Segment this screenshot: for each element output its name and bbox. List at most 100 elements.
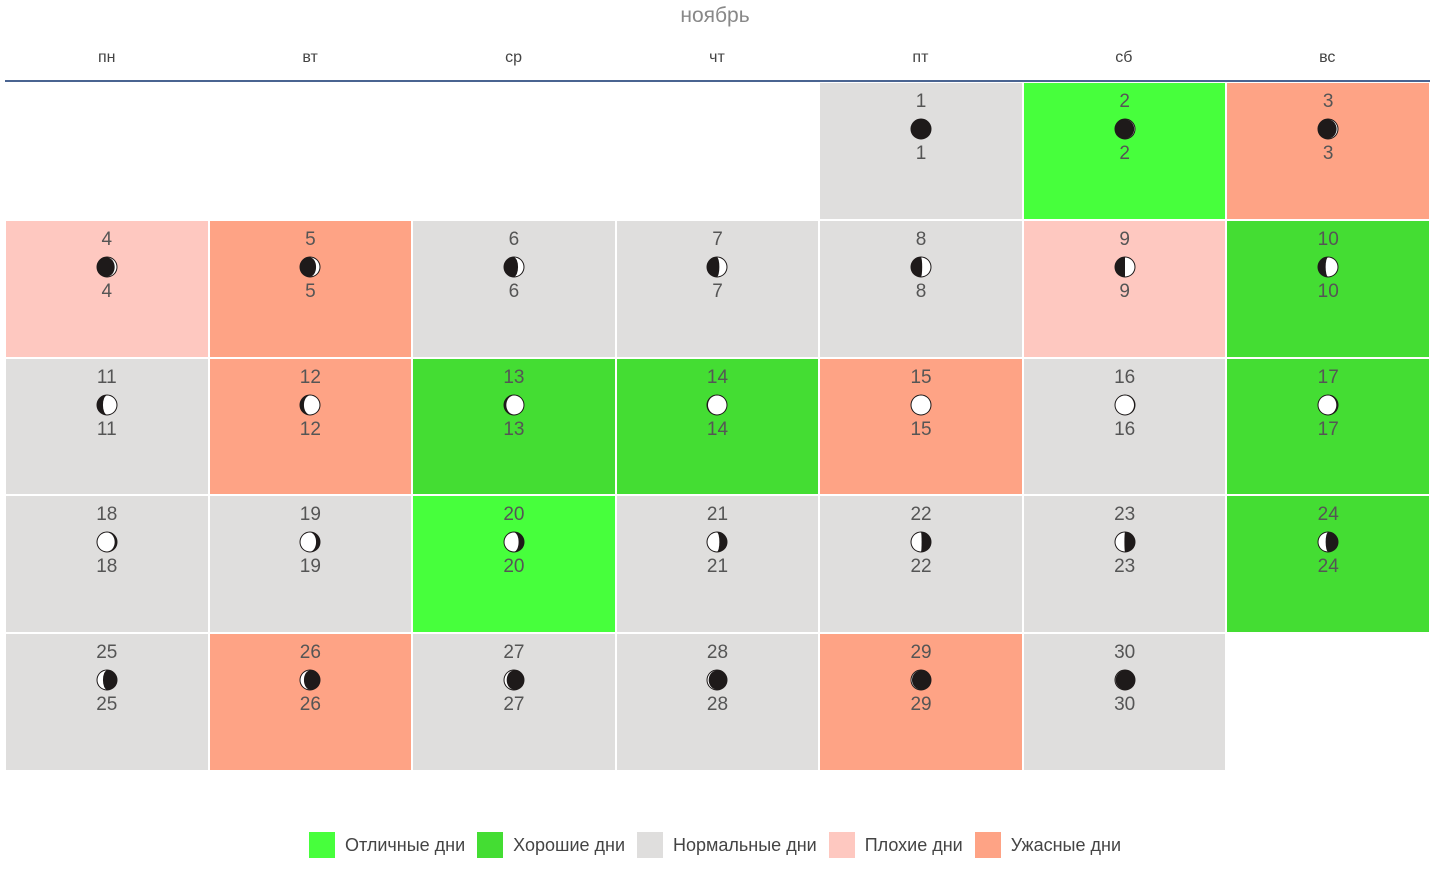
- day-cell-18[interactable]: 18 18: [5, 495, 209, 634]
- lunar-day-number: 15: [910, 418, 932, 440]
- day-number: 22: [910, 504, 932, 526]
- empty-cell: [209, 82, 413, 220]
- day-cell-24[interactable]: 24 24: [1226, 495, 1430, 634]
- lunar-day-number: 27: [503, 694, 525, 716]
- lunar-day-number: 24: [1317, 556, 1339, 578]
- day-number: 9: [1119, 228, 1130, 250]
- legend-item-awful[interactable]: Ужасные дни: [974, 832, 1121, 858]
- day-cell-22[interactable]: 22 22: [819, 495, 1023, 634]
- moon-phase-icon: [503, 669, 525, 691]
- day-number: 19: [299, 504, 321, 526]
- moon-phase-icon: [503, 256, 525, 278]
- legend-item-normal[interactable]: Нормальные дни: [637, 832, 817, 858]
- legend-swatch: [828, 832, 855, 858]
- legend-label: Хорошие дни: [513, 834, 626, 855]
- legend-swatch: [477, 832, 504, 858]
- lunar-day-number: 10: [1317, 280, 1339, 302]
- legend-item-good[interactable]: Хорошие дни: [477, 832, 625, 858]
- day-number: 6: [508, 228, 520, 250]
- day-cell-10[interactable]: 10 10: [1226, 219, 1430, 358]
- lunar-day-number: 22: [910, 556, 932, 578]
- lunar-day-number: 11: [96, 418, 117, 440]
- lunar-day-number: 18: [96, 556, 118, 578]
- day-cell-17[interactable]: 17 17: [1226, 357, 1430, 496]
- moon-phase-icon: [1114, 256, 1136, 278]
- day-cell-8[interactable]: 8 8: [819, 219, 1023, 358]
- day-cell-20[interactable]: 20 20: [412, 495, 616, 634]
- legend: Отличные дни Хорошие дни Нормальные дни Пло…: [0, 832, 1430, 858]
- moon-phase-icon: [299, 669, 321, 691]
- day-cell-12[interactable]: 12 12: [208, 357, 413, 496]
- day-cell-13[interactable]: 13 13: [412, 357, 616, 496]
- legend-label: Плохие дни: [864, 834, 963, 855]
- day-cell-6[interactable]: 6 6: [412, 219, 616, 358]
- moon-phase-icon: [910, 394, 932, 416]
- day-cell-5[interactable]: 5 5: [208, 219, 413, 358]
- day-number: 15: [910, 366, 932, 388]
- lunar-day-number: 4: [101, 280, 113, 302]
- moon-phase-icon: [96, 256, 118, 278]
- moon-phase-icon: [910, 256, 932, 278]
- day-number: 18: [96, 504, 118, 526]
- day-cell-28[interactable]: 28 28: [615, 633, 820, 771]
- day-cell-15[interactable]: 15 15: [819, 357, 1023, 496]
- day-number: 16: [1114, 366, 1136, 388]
- weekday-fri: пт: [912, 49, 929, 66]
- day-number: 13: [503, 366, 525, 388]
- weekday-mon: пн: [97, 49, 116, 66]
- day-cell-21[interactable]: 21 21: [615, 495, 820, 634]
- day-cell-27[interactable]: 27 27: [412, 633, 616, 771]
- lunar-day-number: 19: [299, 556, 321, 578]
- day-cell-26[interactable]: 26 26: [208, 633, 413, 771]
- legend-item-bad[interactable]: Плохие дни: [828, 832, 963, 858]
- lunar-day-number: 7: [712, 280, 723, 302]
- day-number: 14: [706, 366, 729, 388]
- month-title: ноябрь: [680, 4, 750, 27]
- lunar-day-number: 20: [503, 556, 525, 578]
- day-cell-11[interactable]: 11 11: [5, 357, 209, 496]
- day-cell-7[interactable]: 7 7: [615, 219, 820, 358]
- day-cell-4[interactable]: 4 4: [5, 219, 209, 358]
- legend-label: Ужасные дни: [1010, 834, 1121, 855]
- moon-phase-icon: [96, 394, 118, 416]
- day-number: 2: [1119, 91, 1130, 112]
- lunar-day-number: 13: [503, 418, 525, 440]
- lunar-day-number: 30: [1114, 694, 1136, 716]
- day-cell-2[interactable]: 2 2: [1022, 82, 1227, 220]
- moon-phase-icon: [1114, 394, 1136, 416]
- lunar-day-number: 29: [910, 694, 932, 716]
- moon-phase-icon: [1317, 531, 1339, 553]
- day-number: 1: [915, 91, 927, 112]
- weekday-sat: сб: [1115, 49, 1133, 66]
- lunar-day-number: 26: [299, 694, 321, 716]
- legend-label: Отличные дни: [344, 834, 466, 855]
- moon-phase-icon: [1114, 669, 1136, 691]
- lunar-day-number: 6: [508, 280, 520, 302]
- day-cell-29[interactable]: 29 29: [819, 633, 1023, 771]
- moon-phase-icon: [910, 118, 932, 140]
- day-cell-30[interactable]: 30 30: [1022, 633, 1227, 771]
- moon-phase-icon: [706, 394, 728, 416]
- day-cell-19[interactable]: 19 19: [208, 495, 413, 634]
- day-cell-1[interactable]: 1 1: [819, 82, 1023, 220]
- day-cell-9[interactable]: 9 9: [1022, 219, 1227, 358]
- lunar-day-number: 9: [1119, 280, 1130, 302]
- day-cell-16[interactable]: 16 16: [1022, 357, 1227, 496]
- day-cell-25[interactable]: 25 25: [5, 633, 209, 771]
- day-number: 29: [910, 642, 932, 664]
- moon-phase-icon: [96, 669, 118, 691]
- lunar-day-number: 3: [1322, 143, 1334, 164]
- lunar-day-number: 25: [96, 694, 118, 716]
- day-cell-23[interactable]: 23 23: [1022, 495, 1227, 634]
- day-cell-3[interactable]: 3 3: [1226, 82, 1430, 220]
- empty-cell: [412, 82, 616, 220]
- moon-phase-icon: [910, 531, 932, 553]
- legend-item-excellent[interactable]: Отличные дни: [308, 832, 466, 858]
- day-number: 25: [96, 642, 118, 664]
- day-number: 11: [96, 366, 117, 388]
- legend-label: Нормальные дни: [673, 834, 817, 855]
- day-cell-14[interactable]: 14 14: [615, 357, 820, 496]
- moon-phase-icon: [1317, 256, 1339, 278]
- lunar-day-number: 16: [1114, 418, 1136, 440]
